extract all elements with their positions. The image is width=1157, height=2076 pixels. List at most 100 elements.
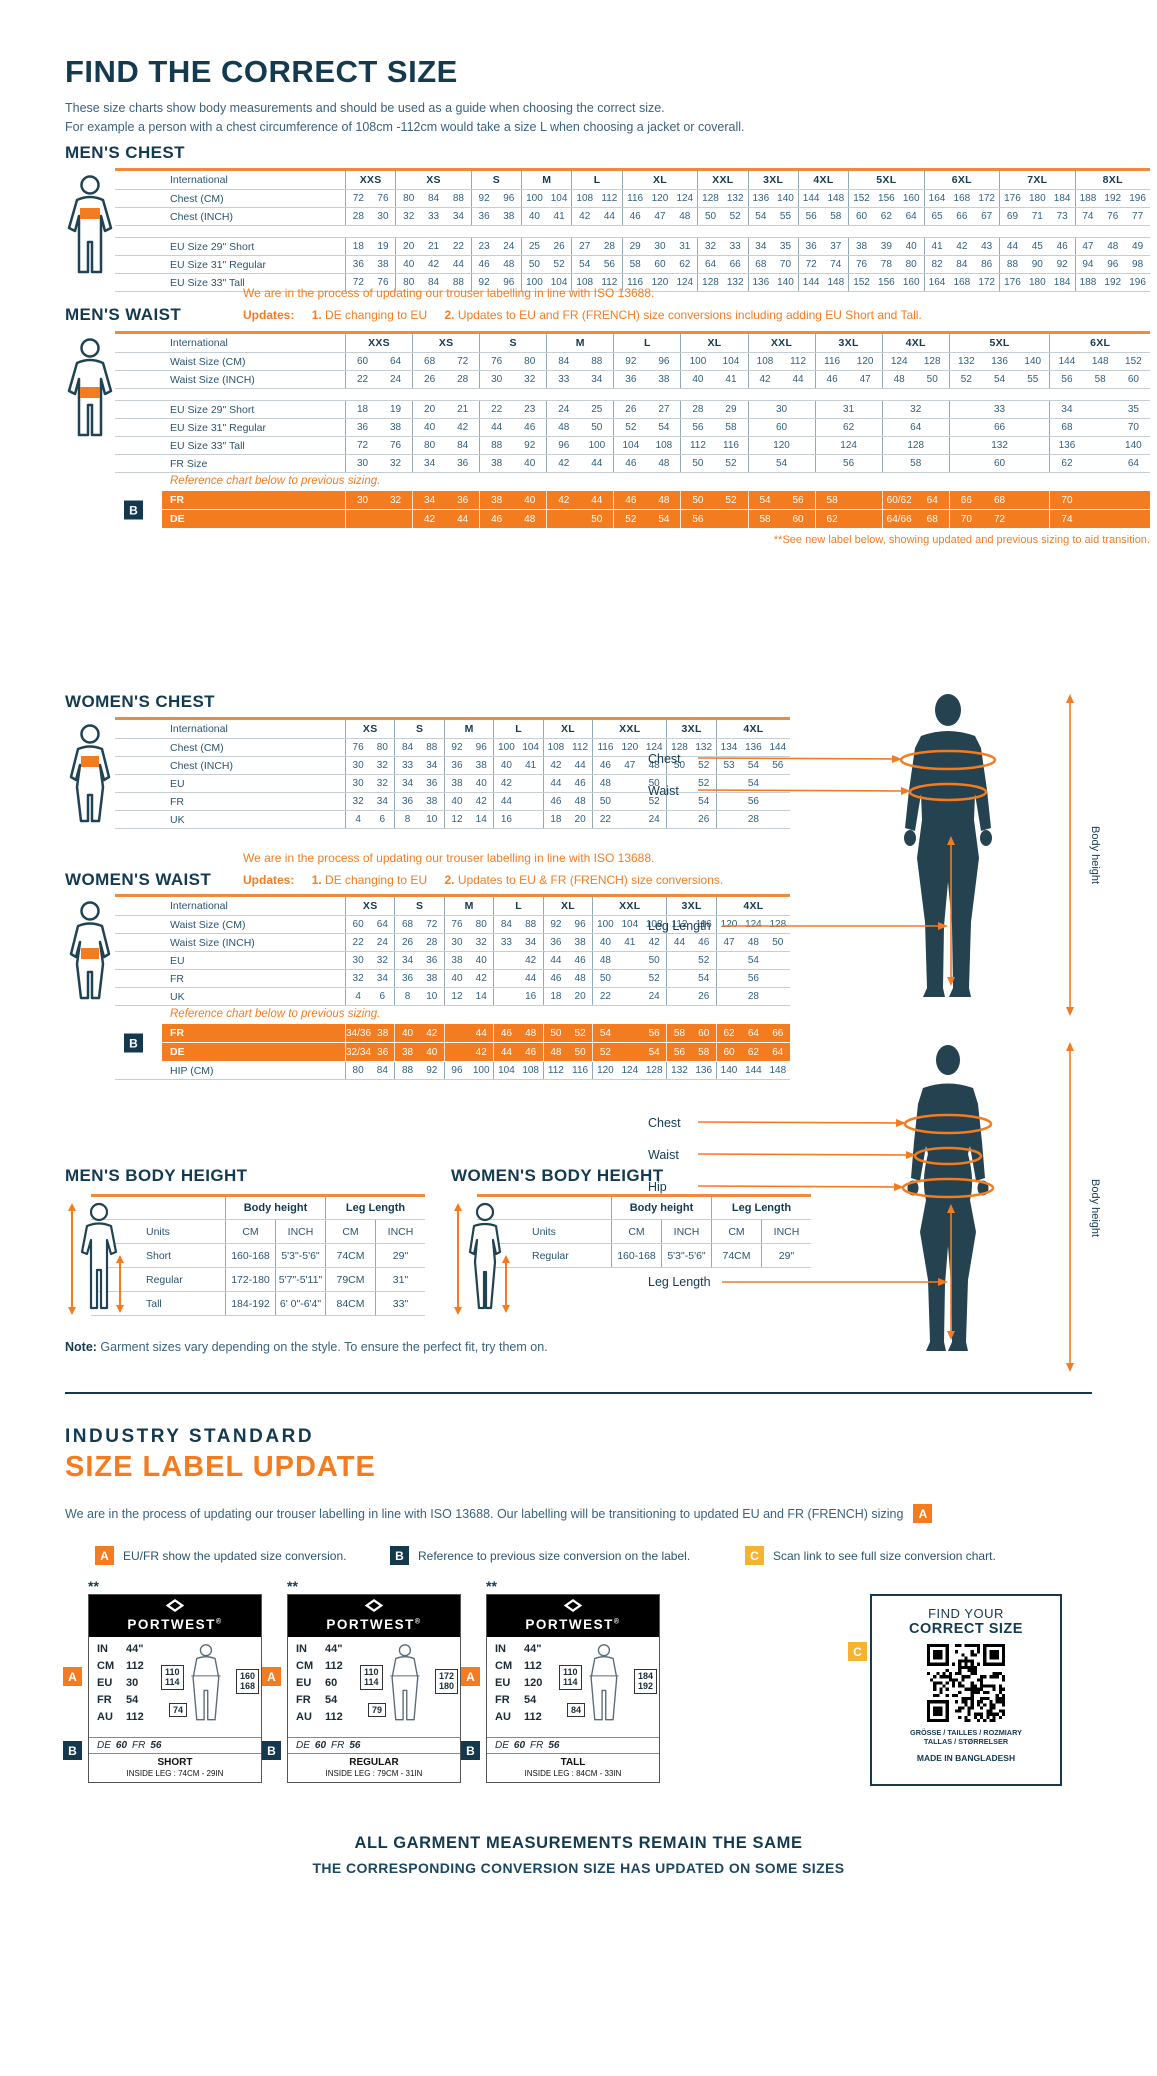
table-header-label: International bbox=[170, 723, 228, 735]
prev-size-label: DE bbox=[495, 1740, 509, 1751]
table-cell: 14 bbox=[475, 814, 487, 825]
bh-unit-cell: INCH bbox=[661, 1220, 711, 1243]
cell-group: 18 20 bbox=[542, 988, 592, 1005]
row-label: UK bbox=[170, 990, 185, 1003]
table-header-row: International XS S M L XL XXL 3XL 4XL bbox=[115, 897, 790, 916]
row-label: EU Size 33" Tall bbox=[170, 276, 245, 289]
table-cell: 34 bbox=[591, 374, 603, 385]
cell-group: 108 112 bbox=[571, 190, 621, 207]
prev-size-value: 60 bbox=[314, 1740, 327, 1751]
cell-group: 60 64 bbox=[345, 353, 412, 370]
cell-group bbox=[345, 510, 412, 528]
table-cell: 50 bbox=[926, 374, 938, 385]
table-cell: 34 bbox=[401, 955, 414, 966]
table-cell: 100 bbox=[526, 277, 543, 288]
cell-group: 47 48 50 bbox=[715, 934, 790, 951]
table-cell: 26 bbox=[625, 404, 637, 415]
table-row: EU Size 29" Short 18 19 20 21 22 23 24 25 26 27 28 2… bbox=[115, 401, 1150, 419]
table-cell: 54 bbox=[658, 513, 670, 525]
size-column-header: XS bbox=[345, 720, 394, 738]
fig2-waist-label: Waist bbox=[648, 1148, 679, 1162]
table-cell: 12 bbox=[451, 991, 463, 1002]
card-size-label: CM bbox=[495, 1660, 513, 1672]
table-cell: 88 bbox=[452, 193, 464, 204]
cell-group: 136 140 bbox=[1049, 437, 1150, 454]
card-figure: 110 114 160 168 74 bbox=[159, 1639, 259, 1735]
cell-group: 32 bbox=[881, 401, 949, 418]
cell-group: 54 bbox=[715, 952, 790, 969]
table-cell: 41 bbox=[624, 937, 636, 948]
qr-made-in: MADE IN BANGLADESH bbox=[916, 1753, 1016, 1763]
cell-group: 50 52 bbox=[666, 757, 715, 774]
table-cell: 184 bbox=[1053, 277, 1071, 288]
bh-row-label: Regular bbox=[146, 1273, 183, 1286]
table-cell: 66 bbox=[960, 494, 972, 506]
card-size-label: FR bbox=[97, 1694, 112, 1706]
table-cell: 44 bbox=[550, 955, 562, 966]
fig2-leg-label: Leg Length bbox=[648, 1275, 711, 1289]
cell-group: 84 88 bbox=[546, 353, 613, 370]
table-cell: 52 bbox=[725, 494, 737, 506]
card-size-value: 120 bbox=[524, 1677, 543, 1689]
card-size-value: 44" bbox=[524, 1643, 542, 1655]
table-cell: 52 bbox=[625, 422, 637, 433]
table-cell: 48 bbox=[648, 760, 660, 771]
bh-group-header: Leg Length bbox=[711, 1197, 811, 1219]
qr-langs-1: GRÖSSE / TAILLES / ROZMIARY bbox=[910, 1728, 1022, 1737]
table-cell: 72 bbox=[805, 259, 817, 270]
cell-group: 32 33 bbox=[697, 238, 747, 255]
card-size-label: EU bbox=[97, 1677, 113, 1689]
female-waist-figure-icon bbox=[63, 900, 117, 1009]
table-cell: 30 bbox=[377, 211, 389, 222]
intro-line-1: These size charts show body measurements… bbox=[65, 101, 665, 115]
womens-waist-heading: WOMEN'S WAIST bbox=[65, 870, 212, 889]
cell-group: 40 42 44 bbox=[395, 256, 470, 273]
table-cell: 42 bbox=[558, 458, 570, 469]
label-card-regular: ** PORTWEST® IN 44" CM 112 EU 60 FR 54 AU 112 110 114… bbox=[262, 1578, 461, 1783]
bh-value-cell: 5'7"-5'11" bbox=[275, 1268, 325, 1291]
row-label: DE bbox=[170, 513, 185, 525]
iso-note-updates: Updates: 1. DE changing to EU 2. Updates… bbox=[243, 307, 922, 322]
table-row: EU 30 32 34 36 38 40 42 44 46 48 50 52 54 bbox=[115, 775, 790, 793]
bh-data-row: Tall 184-192 6' 0"-6'4" 84CM 33" bbox=[91, 1292, 425, 1316]
table-cell: 120 bbox=[651, 277, 669, 288]
size-column-header: 3XL bbox=[666, 720, 715, 738]
size-column-header: M bbox=[546, 334, 613, 352]
cell-group: 42 44 bbox=[546, 455, 613, 472]
cell-group: 52 54 bbox=[592, 1043, 666, 1061]
cell-group: 42 44 bbox=[546, 491, 613, 509]
cell-group: 94 96 98 bbox=[1074, 256, 1150, 273]
table-cell: 56 bbox=[747, 796, 759, 807]
cell-group: 46 48 bbox=[542, 970, 592, 987]
table-cell: 124 bbox=[621, 1065, 639, 1076]
card-size-value: 44" bbox=[325, 1643, 343, 1655]
cell-group: 50 52 bbox=[592, 970, 666, 987]
card-size-label: FR bbox=[296, 1694, 311, 1706]
size-column-header: 3XL bbox=[814, 334, 882, 352]
table-cell: 64 bbox=[390, 356, 402, 367]
cell-group: 108 112 bbox=[571, 274, 621, 291]
cell-group: 26 28 bbox=[394, 934, 443, 951]
footer-line-1: ALL GARMENT MEASUREMENTS REMAIN THE SAME bbox=[354, 1834, 803, 1852]
table-cell: 80 bbox=[376, 742, 388, 753]
card-footer: TALL INSIDE LEG : 84CM - 33IN bbox=[487, 1753, 659, 1782]
table-cell: 32 bbox=[376, 778, 388, 789]
cell-group: 128 132 bbox=[697, 190, 747, 207]
cell-group: 40 41 42 bbox=[592, 934, 666, 951]
table-cell: 80 bbox=[352, 1065, 364, 1076]
table-cell: 48 bbox=[524, 513, 536, 525]
table-cell: 52 bbox=[648, 796, 660, 807]
cell-group: 62 64 66 bbox=[715, 1024, 790, 1042]
row-label: Waist Size (CM) bbox=[170, 355, 246, 368]
table-cell: 56 bbox=[648, 1027, 660, 1039]
card-footer: REGULAR INSIDE LEG : 79CM - 31IN bbox=[288, 1753, 460, 1782]
table-cell: 36 bbox=[550, 937, 562, 948]
table-row: Waist Size (CM) 60 64 68 72 76 80 84 88 92 96 100 10… bbox=[115, 916, 790, 934]
card-previous-sizing: DE 60 FR 56 bbox=[288, 1737, 460, 1753]
cell-group: 46 48 bbox=[542, 793, 592, 810]
cell-group: 128 132 bbox=[666, 739, 715, 756]
table-cell: 50 bbox=[599, 973, 611, 984]
table-cell: 116 bbox=[572, 1065, 589, 1076]
cell-group: 54 56 bbox=[592, 1024, 666, 1042]
cell-group: 20 21 bbox=[412, 401, 479, 418]
